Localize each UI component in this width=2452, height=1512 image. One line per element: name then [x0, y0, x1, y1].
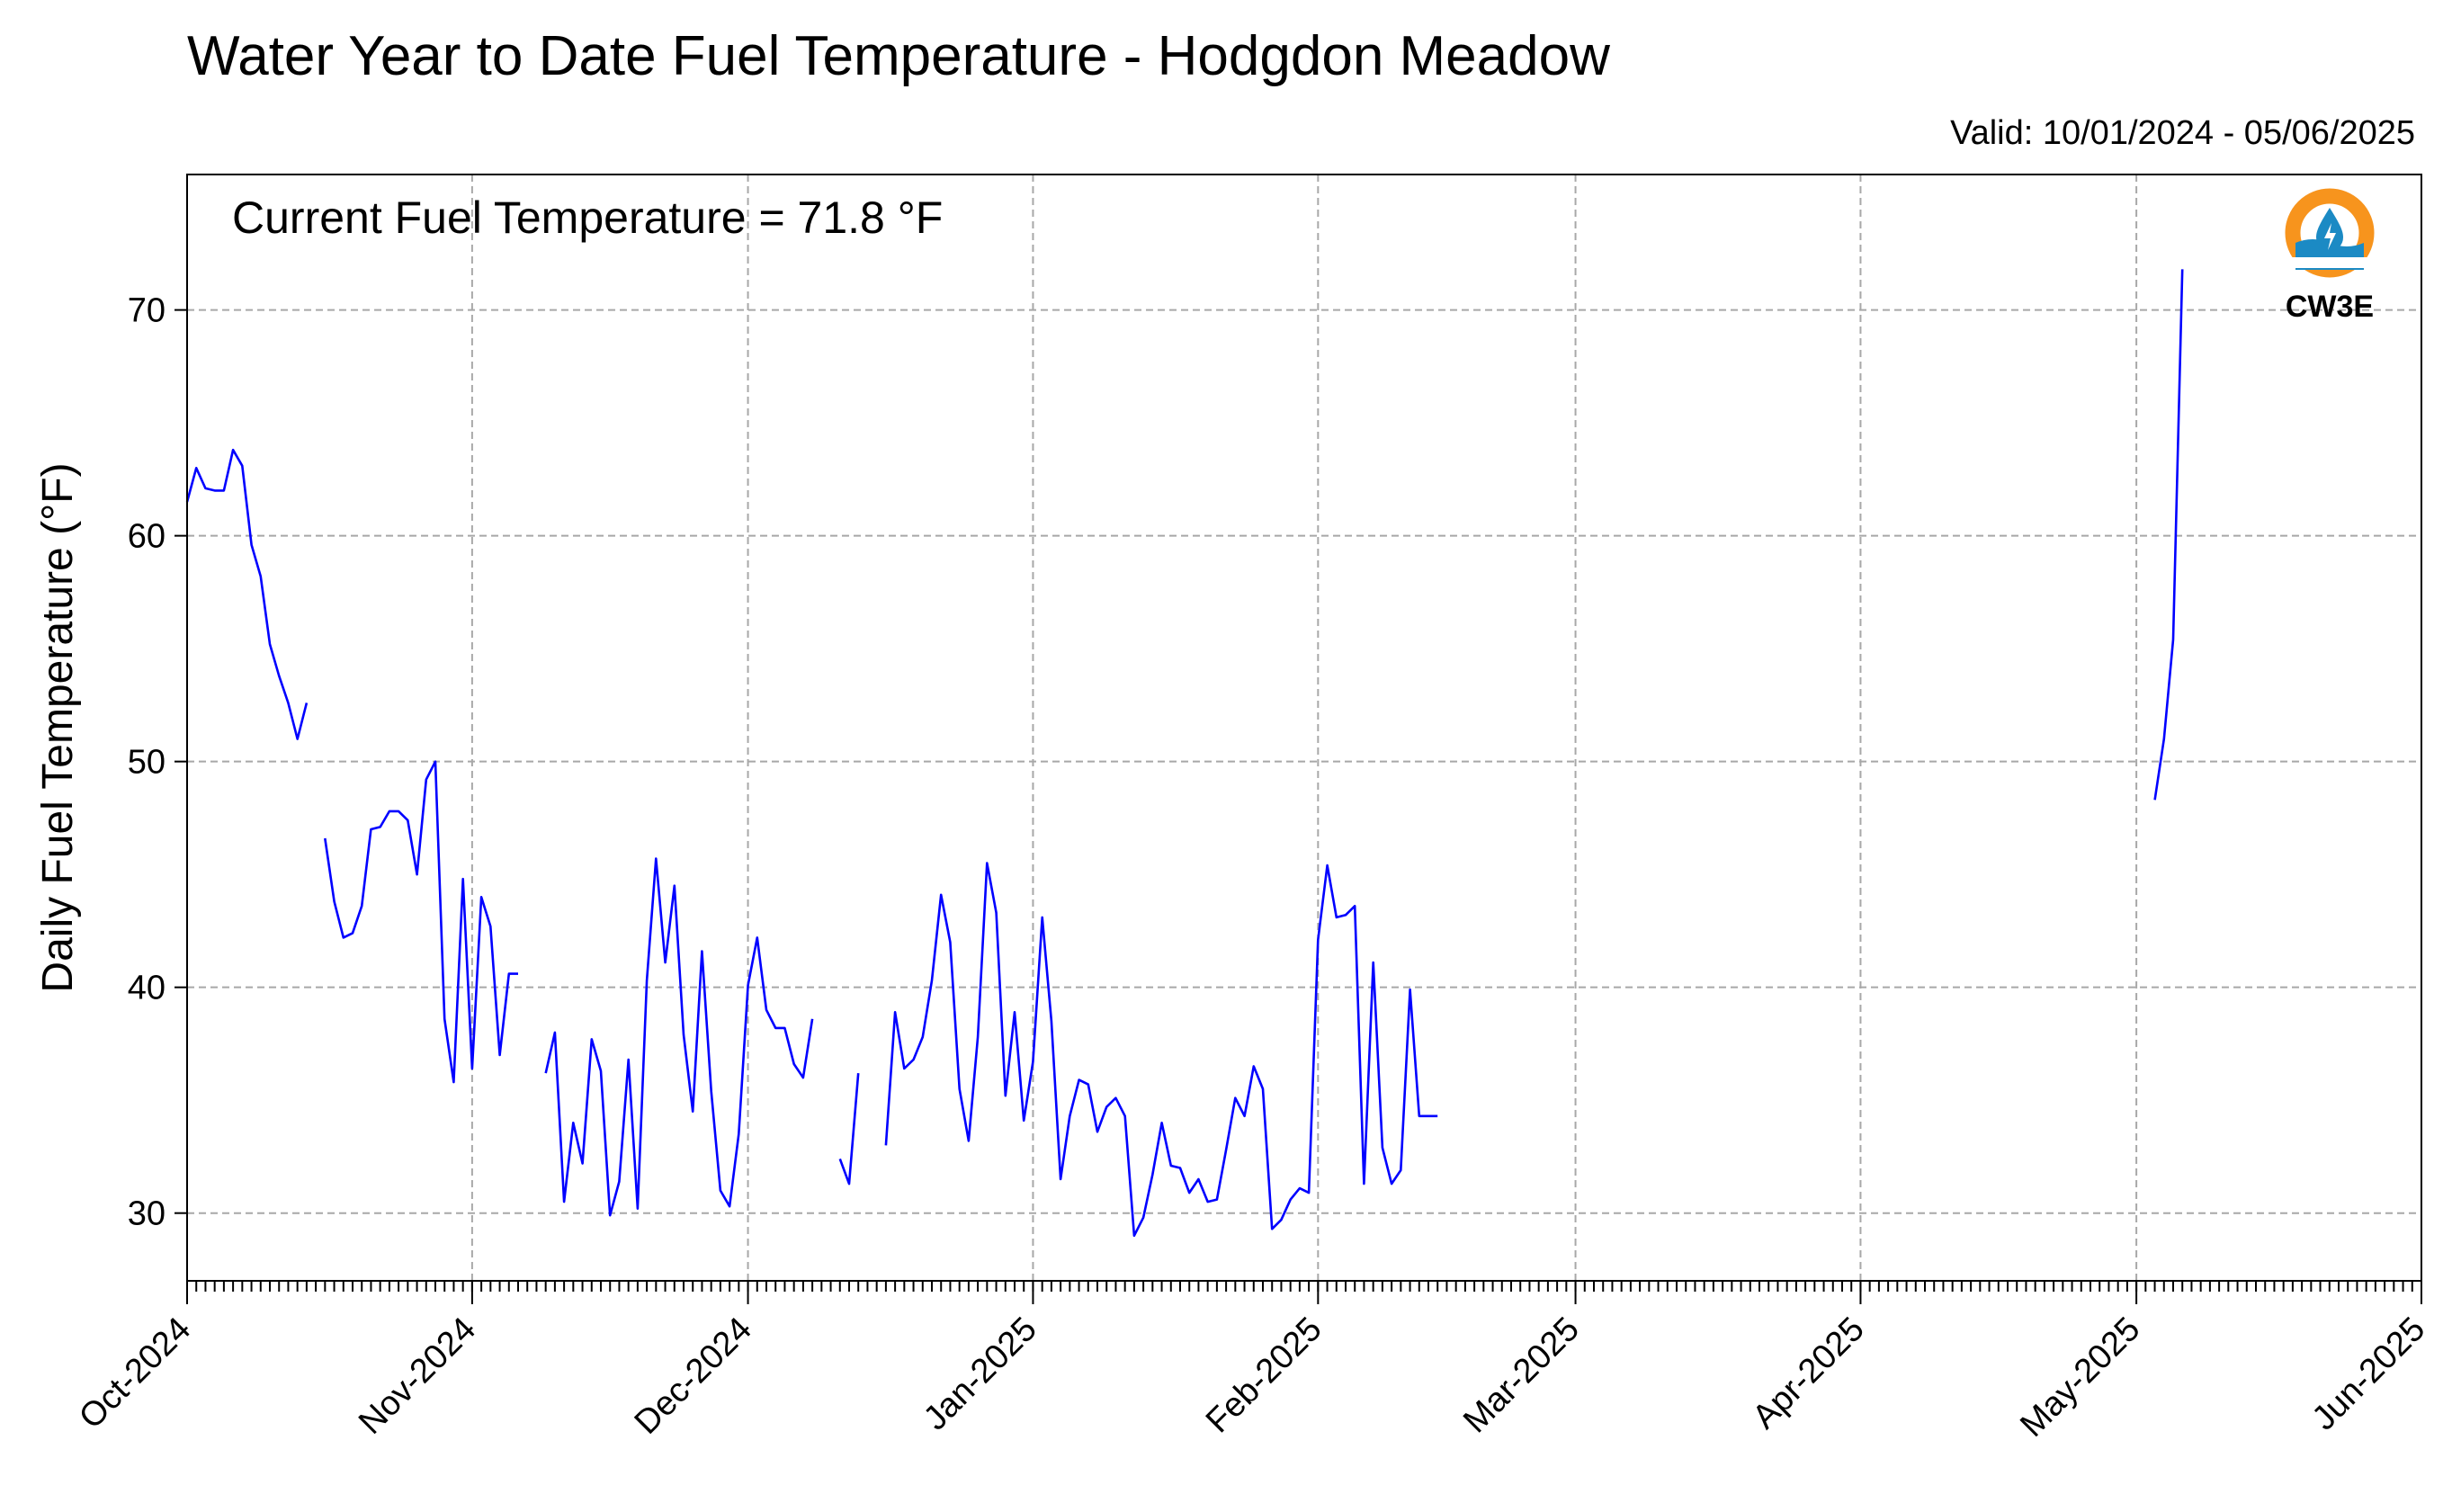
- temperature-line-segment: [838, 1072, 860, 1185]
- y-tick-label: 30: [128, 1195, 166, 1233]
- temperature-line-segment: [324, 760, 518, 1084]
- x-tick-label: May-2025: [2013, 1311, 2147, 1445]
- chart-title: Water Year to Date Fuel Temperature - Ho…: [187, 25, 1610, 87]
- temperature-line-segment: [185, 448, 309, 740]
- plot-frame: [186, 174, 2422, 1282]
- x-tick-label: Nov-2024: [352, 1311, 483, 1442]
- cw3e-logo: CW3E: [2285, 188, 2375, 324]
- x-tick-label: Jun-2025: [2305, 1311, 2433, 1438]
- y-tick-label: 60: [128, 518, 166, 556]
- x-tick-label: Dec-2024: [628, 1311, 759, 1442]
- logo-text: CW3E: [2286, 290, 2374, 324]
- y-tick-label: 70: [128, 292, 166, 330]
- temperature-line-segment: [884, 862, 1438, 1238]
- valid-date-range: Valid: 10/01/2024 - 05/06/2025: [1950, 114, 2415, 152]
- x-tick-label: Oct-2024: [72, 1311, 198, 1436]
- y-axis: 30 40 50 60 70: [128, 292, 187, 1233]
- temperature-line-segment: [544, 857, 814, 1217]
- x-tick-label: Feb-2025: [1199, 1311, 1329, 1441]
- fuel-temperature-series: [185, 269, 2184, 1238]
- y-tick-label: 50: [128, 744, 166, 782]
- current-temperature-annotation: Current Fuel Temperature = 71.8 °F: [232, 192, 943, 243]
- x-tick-label: Jan-2025: [917, 1311, 1044, 1438]
- temperature-line-segment: [2153, 269, 2184, 801]
- y-axis-label: Daily Fuel Temperature (°F): [34, 462, 82, 992]
- x-tick-label: Mar-2025: [1456, 1311, 1587, 1441]
- x-tick-label: Apr-2025: [1746, 1311, 1872, 1436]
- grid: [186, 174, 2422, 1281]
- y-tick-label: 40: [128, 970, 166, 1007]
- x-axis: Oct-2024 Nov-2024 Dec-2024 Jan-2025 Feb-2025…: [72, 1281, 2432, 1445]
